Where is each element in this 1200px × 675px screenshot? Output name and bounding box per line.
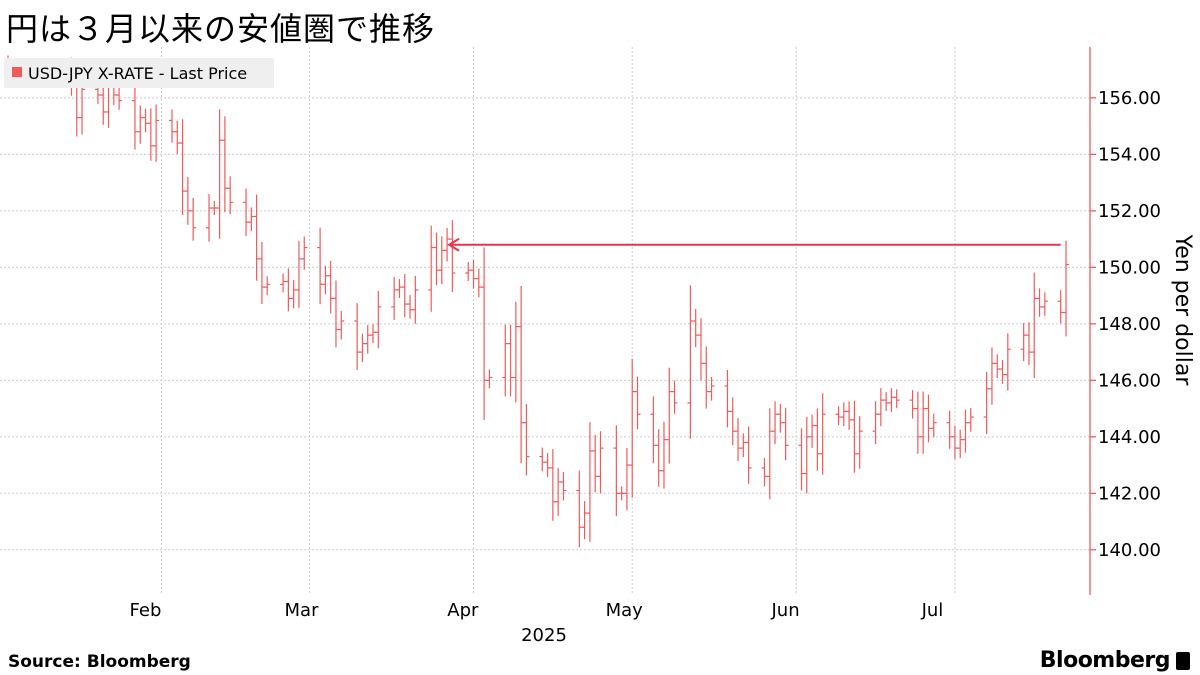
y-axis-title: Yen per dollar (1170, 234, 1195, 387)
price-bar (375, 290, 382, 349)
price-bar (930, 413, 937, 438)
y-tick-label: 148.00 (1098, 314, 1161, 335)
source-note: Source: Bloomberg (8, 652, 191, 672)
price-bar (1063, 240, 1069, 337)
price-bar (634, 376, 641, 430)
y-tick-label: 144.00 (1098, 427, 1161, 448)
price-bar (560, 471, 567, 501)
price-bar (819, 393, 826, 475)
chart-canvas: 140.00 142.00 144.00 146.00 148.00 150.00 152.… (0, 47, 1195, 645)
price-bar (338, 310, 345, 340)
brand-text: Bloomberg (1039, 648, 1171, 673)
legend: USD-JPY X-RATE - Last Price (4, 58, 274, 88)
arrow-annotation (447, 237, 1061, 252)
price-bar (523, 403, 530, 476)
y-tick-label: 142.00 (1098, 483, 1161, 504)
price-bar (967, 408, 974, 432)
y-tick-label: 146.00 (1098, 370, 1161, 391)
price-bar (782, 407, 789, 461)
price-bar (227, 176, 234, 215)
price-bar (893, 389, 900, 409)
price-bar (1041, 292, 1048, 316)
x-axis-year-label: 2025 (521, 625, 567, 645)
legend-background (4, 58, 274, 88)
price-bar (153, 104, 160, 162)
price-bar (412, 275, 419, 324)
x-tick-label: Jul (921, 600, 944, 621)
price-bar (671, 380, 678, 414)
plot-area (0, 47, 1090, 595)
arrow-head (447, 237, 460, 252)
legend-label: USD-JPY X-RATE - Last Price (28, 64, 247, 83)
legend-swatch (12, 67, 22, 77)
y-tick-label: 156.00 (1098, 88, 1161, 109)
y-tick-label: 154.00 (1098, 144, 1161, 165)
x-tick-label: Mar (285, 600, 320, 621)
price-bar (116, 85, 123, 110)
price-bar (486, 369, 493, 389)
price-bar (1004, 333, 1011, 391)
bloomberg-logo: Bloomberg (1040, 648, 1190, 673)
y-tick-label: 152.00 (1098, 201, 1161, 222)
price-bar (301, 236, 308, 270)
price-bar (856, 416, 863, 469)
x-axis-ticks: Feb Mar Apr May Jun Jul (130, 600, 944, 621)
price-bar (449, 220, 456, 292)
price-bar (264, 276, 271, 296)
price-bar (745, 426, 752, 484)
x-tick-label: May (606, 600, 644, 621)
y-tick-label: 140.00 (1098, 540, 1161, 561)
x-tick-label: Feb (130, 600, 162, 621)
x-tick-label: Jun (770, 600, 799, 621)
y-tick-label: 150.00 (1098, 257, 1161, 278)
terminal-icon (1176, 651, 1190, 670)
x-tick-label: Apr (447, 600, 479, 621)
grid-lines (0, 47, 1090, 595)
price-bar (597, 431, 604, 494)
price-bar (190, 197, 197, 241)
y-axis-ticks: 140.00 142.00 144.00 146.00 148.00 150.00 152.… (1090, 88, 1161, 561)
price-bar (708, 376, 715, 401)
chart-title: 円は３月以来の安値圏で推移 (6, 10, 436, 48)
